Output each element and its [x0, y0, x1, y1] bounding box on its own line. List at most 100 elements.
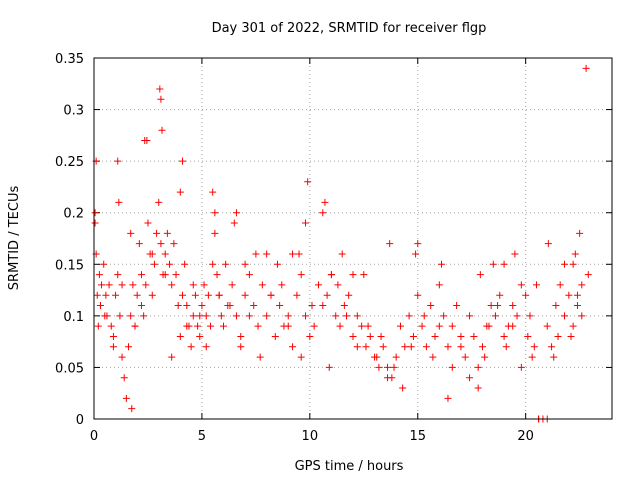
data-point: [101, 312, 109, 320]
data-point: [102, 291, 110, 299]
data-point: [267, 291, 275, 299]
data-point: [228, 281, 236, 289]
data-point: [174, 302, 182, 310]
data-point: [364, 322, 372, 330]
data-point: [114, 271, 122, 279]
data-point: [241, 291, 249, 299]
data-point: [118, 281, 126, 289]
data-point: [418, 322, 426, 330]
data-point: [466, 312, 474, 320]
data-point: [105, 281, 113, 289]
data-point: [163, 229, 171, 237]
data-point: [271, 332, 279, 340]
data-point: [302, 219, 310, 227]
data-point: [556, 281, 564, 289]
data-point: [241, 260, 249, 268]
data-point: [245, 312, 253, 320]
data-point: [183, 322, 191, 330]
data-point: [453, 302, 461, 310]
data-point: [353, 312, 361, 320]
data-point: [304, 178, 312, 186]
data-point: [427, 302, 435, 310]
data-point: [349, 332, 357, 340]
data-point: [327, 271, 335, 279]
data-point: [550, 353, 558, 361]
data-point: [211, 229, 219, 237]
y-tick-label: 0.2: [63, 207, 84, 222]
data-point: [148, 250, 156, 258]
data-point: [544, 240, 552, 248]
data-point: [91, 219, 99, 227]
data-point: [118, 353, 126, 361]
data-point: [343, 312, 351, 320]
data-point: [100, 260, 108, 268]
data-point: [466, 374, 474, 382]
data-point: [353, 343, 361, 351]
data-point: [252, 250, 260, 258]
data-point: [548, 343, 556, 351]
data-point: [496, 291, 504, 299]
data-point: [194, 322, 202, 330]
data-point: [183, 302, 191, 310]
data-point: [338, 250, 346, 258]
x-tick-label: 0: [90, 429, 98, 444]
data-point: [435, 281, 443, 289]
data-point: [582, 64, 590, 72]
data-point: [289, 343, 297, 351]
data-point: [349, 271, 357, 279]
data-point: [148, 291, 156, 299]
data-point: [295, 250, 303, 258]
data-point: [153, 229, 161, 237]
data-point: [502, 343, 510, 351]
data-point: [373, 353, 381, 361]
data-point: [573, 291, 581, 299]
data-point: [144, 219, 152, 227]
data-point: [384, 363, 392, 371]
data-point: [114, 157, 122, 165]
data-point: [500, 332, 508, 340]
data-point: [176, 332, 184, 340]
data-point: [336, 322, 344, 330]
data-point: [584, 271, 592, 279]
data-point: [517, 363, 525, 371]
data-point: [232, 312, 240, 320]
data-point: [143, 137, 151, 145]
data-point: [358, 322, 366, 330]
data-point: [115, 198, 123, 206]
data-point: [213, 271, 221, 279]
data-point: [140, 312, 148, 320]
data-point: [200, 281, 208, 289]
data-point: [181, 260, 189, 268]
plot-frame: [93, 57, 613, 420]
data-point: [578, 281, 586, 289]
data-point: [284, 312, 292, 320]
data-point: [321, 198, 329, 206]
data-point: [513, 312, 521, 320]
data-point: [375, 363, 383, 371]
y-axis-label: SRMTID / TECUs: [7, 186, 22, 291]
data-point: [256, 353, 264, 361]
data-point: [226, 302, 234, 310]
data-point: [176, 188, 184, 196]
data-point: [207, 322, 215, 330]
data-point: [448, 322, 456, 330]
data-point: [522, 291, 530, 299]
chart-title: Day 301 of 2022, SRMTID for receiver flg…: [212, 21, 487, 36]
y-tick-label: 0.05: [55, 361, 84, 376]
data-point: [435, 322, 443, 330]
data-point: [319, 209, 327, 217]
data-point: [263, 250, 271, 258]
axis-ticks: 0 0.05 0.1 0.15 0.2 0.25 0.3 0.35 0 5 10 15 20: [55, 52, 612, 444]
data-point: [334, 281, 342, 289]
data-point: [561, 312, 569, 320]
data-point: [209, 188, 217, 196]
data-point: [127, 229, 135, 237]
data-point: [220, 322, 227, 330]
data-point: [107, 322, 115, 330]
data-point: [157, 95, 165, 103]
data-point: [431, 332, 439, 340]
data-point: [109, 332, 117, 340]
grid: [94, 58, 612, 419]
data-point: [125, 343, 133, 351]
